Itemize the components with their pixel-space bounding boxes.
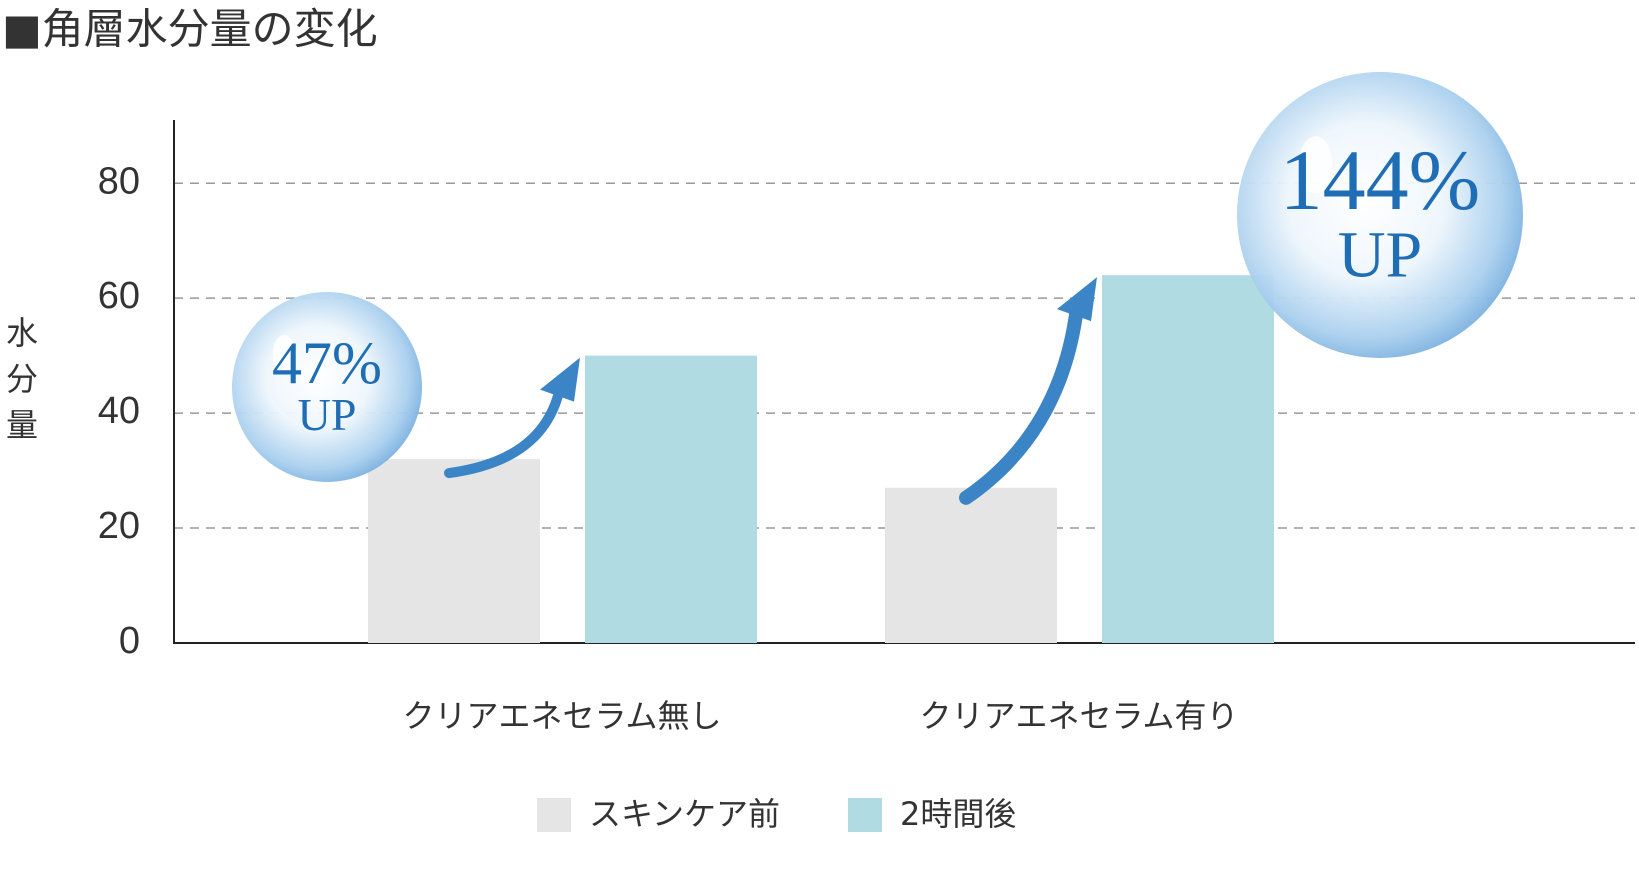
y-tick-label: 40 [98,390,140,432]
y-tick-label: 60 [98,275,140,317]
annotation-label: UP [1338,218,1422,291]
annotation-label: UP [298,389,357,440]
bar [368,459,540,643]
annotation-value: 144% [1280,132,1481,228]
legend-label: スキンケア前 [589,795,780,833]
drop-highlight [1298,136,1333,194]
legend-swatch [848,798,882,832]
y-axis-label: 水分量 [1,316,39,454]
arrow [959,300,1084,505]
bar [1102,275,1274,643]
annotation-value: 47% [272,330,382,396]
bar [585,355,757,643]
chart-title: ■角層水分量の変化 [2,5,378,54]
arrow-head [1057,277,1097,322]
legend-label: 2時間後 [900,795,1016,833]
x-tick-label: クリアエネセラム有り [919,697,1238,735]
y-tick-label: 0 [119,620,140,662]
y-tick-label: 20 [98,505,140,547]
legend-swatch [537,798,571,832]
x-tick-label: クリアエネセラム無し [402,697,721,735]
arrow [444,382,565,479]
y-tick-label: 80 [98,160,140,202]
arrow-head [540,357,580,402]
drop-highlight [272,334,296,373]
bar [885,487,1057,643]
